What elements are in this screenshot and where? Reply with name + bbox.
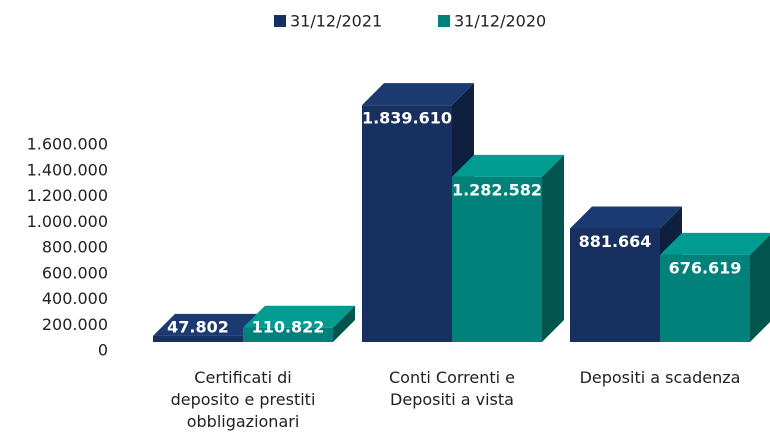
y-tick-label: 1.200.000 xyxy=(27,186,108,205)
x-tick-label: Depositi a scadenza xyxy=(579,368,741,387)
bar-top xyxy=(362,83,474,106)
x-tick-label: Certificati di deposito e prestiti obbli… xyxy=(170,368,316,431)
bar-top xyxy=(243,305,355,328)
y-tick-label: 600.000 xyxy=(42,263,108,282)
bar xyxy=(362,105,452,343)
legend-label: 31/12/2021 xyxy=(290,12,382,31)
bar-side xyxy=(333,305,355,342)
x-tick-label-box: Certificati di deposito e prestiti obbli… xyxy=(170,368,316,431)
x-tick-label-box: Depositi a scadenza xyxy=(579,368,741,387)
value-label: 110.822 xyxy=(252,318,325,337)
bar-top xyxy=(660,232,770,255)
bar-top xyxy=(153,313,265,336)
value-label: 47.802 xyxy=(167,318,229,337)
bar-side xyxy=(542,154,564,342)
y-tick-label: 1.400.000 xyxy=(27,160,108,179)
bar-top xyxy=(452,154,564,177)
value-label: 1.282.582 xyxy=(452,180,542,199)
bar xyxy=(452,176,542,342)
bar xyxy=(153,335,243,342)
bar xyxy=(243,327,333,342)
legend-swatch xyxy=(274,15,286,27)
x-tick-label: Conti Correnti e Depositi a vista xyxy=(388,368,516,409)
x-tick-label-box: Conti Correnti e Depositi a vista xyxy=(388,368,516,409)
bar-side xyxy=(750,234,770,342)
bar xyxy=(570,228,660,342)
legend-label: 31/12/2020 xyxy=(454,12,546,31)
y-tick-label: 200.000 xyxy=(42,315,108,334)
value-label: 1.839.610 xyxy=(362,109,452,128)
value-label: 881.664 xyxy=(579,232,652,251)
y-tick-label: 400.000 xyxy=(42,289,108,308)
legend-swatch xyxy=(438,15,450,27)
y-tick-label: 0 xyxy=(98,341,108,360)
y-tick-label: 1.000.000 xyxy=(27,212,108,231)
bar-top xyxy=(570,206,682,229)
y-tick-label: 800.000 xyxy=(42,238,108,257)
bar xyxy=(660,254,750,342)
y-tick-label: 1.600.000 xyxy=(27,135,108,154)
value-label: 676.619 xyxy=(669,258,742,277)
